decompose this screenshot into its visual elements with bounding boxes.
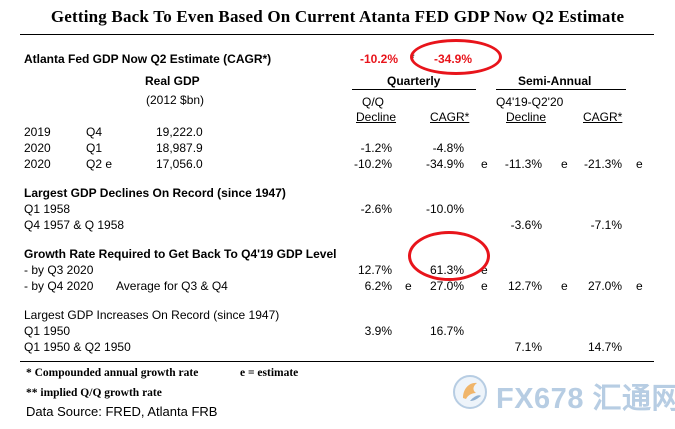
header-q-cagr: CAGR* bbox=[430, 110, 470, 124]
page-title: Getting Back To Even Based On Current At… bbox=[50, 7, 625, 26]
gdp-value: 19,222.0 bbox=[156, 125, 203, 139]
growth-highlight-circle bbox=[408, 231, 490, 281]
nowcast-highlight-circle bbox=[410, 39, 502, 75]
nowcast-label: Atlanta Fed GDP Now Q2 Estimate (CAGR*) bbox=[24, 52, 272, 66]
declines-heading: Largest GDP Declines On Record (since 19… bbox=[24, 186, 286, 200]
gdp-q-cagr: -34.9% bbox=[425, 157, 464, 171]
row-label: - by Q4 2020 bbox=[24, 279, 94, 293]
row-qq: -2.6% bbox=[360, 202, 392, 216]
row-s-decline: 12.7% bbox=[507, 279, 542, 293]
estimate-flag: e bbox=[561, 279, 568, 293]
row-cagr: 27.0% bbox=[429, 279, 464, 293]
gdp-qq-decline: -1.2% bbox=[360, 141, 392, 155]
watermark-cn: 汇通网 bbox=[592, 383, 675, 415]
gdp-s-cagr: -21.3% bbox=[583, 157, 622, 171]
watermark-brand: FX678 汇通网 bbox=[496, 375, 675, 417]
header-semi-period: Q4'19-Q2'20 bbox=[496, 95, 564, 109]
footnote-source: Data Source: FRED, Atlanta FRB bbox=[26, 404, 218, 419]
footnote-divider bbox=[20, 361, 654, 362]
header-real-gdp-unit: (2012 $bn) bbox=[146, 93, 205, 107]
semi-annual-underline bbox=[496, 89, 626, 90]
gdp-year: 2019 bbox=[24, 125, 51, 139]
gdp-year: 2020 bbox=[24, 141, 51, 155]
row-label: Q4 1957 & Q 1958 bbox=[24, 218, 125, 232]
row-cagr: -10.0% bbox=[425, 202, 464, 216]
estimate-flag: e bbox=[405, 279, 412, 293]
row-label: Q1 1950 bbox=[24, 324, 71, 338]
fx678-logo-icon bbox=[453, 375, 487, 409]
footnote-implied: ** implied Q/Q growth rate bbox=[26, 387, 162, 399]
row-qq: 6.2% bbox=[364, 279, 392, 293]
header-q-decline: Decline bbox=[356, 110, 397, 124]
gdp-q-cagr: -4.8% bbox=[432, 141, 464, 155]
footnote-compounded: * Compounded annual growth rate bbox=[26, 367, 199, 379]
row-note: Average for Q3 & Q4 bbox=[116, 279, 228, 293]
header-s-decline: Decline bbox=[506, 110, 547, 124]
quarterly-underline bbox=[352, 89, 476, 90]
row-s-decline: -3.6% bbox=[510, 218, 542, 232]
footnote-estimate: e = estimate bbox=[240, 367, 299, 379]
gdp-quarter: Q1 bbox=[86, 141, 103, 155]
row-label: Q1 1958 bbox=[24, 202, 71, 216]
row-label: Q1 1950 & Q2 1950 bbox=[24, 340, 131, 354]
estimate-flag: e bbox=[481, 279, 488, 293]
row-s-cagr: 14.7% bbox=[587, 340, 622, 354]
header-qq: Q/Q bbox=[362, 95, 385, 109]
row-cagr: 16.7% bbox=[429, 324, 464, 338]
estimate-flag: e bbox=[561, 157, 568, 171]
gdp-quarter: Q2 e bbox=[86, 157, 113, 171]
header-s-cagr: CAGR* bbox=[583, 110, 623, 124]
estimate-flag: e bbox=[636, 157, 643, 171]
gdp-value: 17,056.0 bbox=[156, 157, 203, 171]
row-qq: 12.7% bbox=[357, 263, 392, 277]
gdp-s-decline: -11.3% bbox=[504, 157, 542, 171]
header-quarterly: Quarterly bbox=[387, 74, 441, 88]
estimate-flag: e bbox=[636, 279, 643, 293]
growth-heading: Growth Rate Required to Get Back To Q4'1… bbox=[24, 247, 337, 261]
header-real-gdp: Real GDP bbox=[145, 74, 200, 88]
estimate-flag: e bbox=[481, 157, 488, 171]
estimate-flag: e bbox=[481, 263, 488, 277]
nowcast-qoq: -10.2% bbox=[360, 52, 399, 66]
gdp-year: 2020 bbox=[24, 157, 51, 171]
gdp-qq-decline: -10.2% bbox=[353, 157, 392, 171]
gdp-quarter: Q4 bbox=[86, 125, 103, 139]
gdp-value: 18,987.9 bbox=[156, 141, 203, 155]
title-divider bbox=[20, 34, 654, 35]
row-s-decline: 7.1% bbox=[514, 340, 542, 354]
row-s-cagr: 27.0% bbox=[587, 279, 622, 293]
increases-heading: Largest GDP Increases On Record (since 1… bbox=[24, 308, 280, 322]
row-qq: 3.9% bbox=[364, 324, 392, 338]
row-label: - by Q3 2020 bbox=[24, 263, 94, 277]
row-s-cagr: -7.1% bbox=[590, 218, 622, 232]
header-semi-annual: Semi-Annual bbox=[518, 74, 592, 88]
